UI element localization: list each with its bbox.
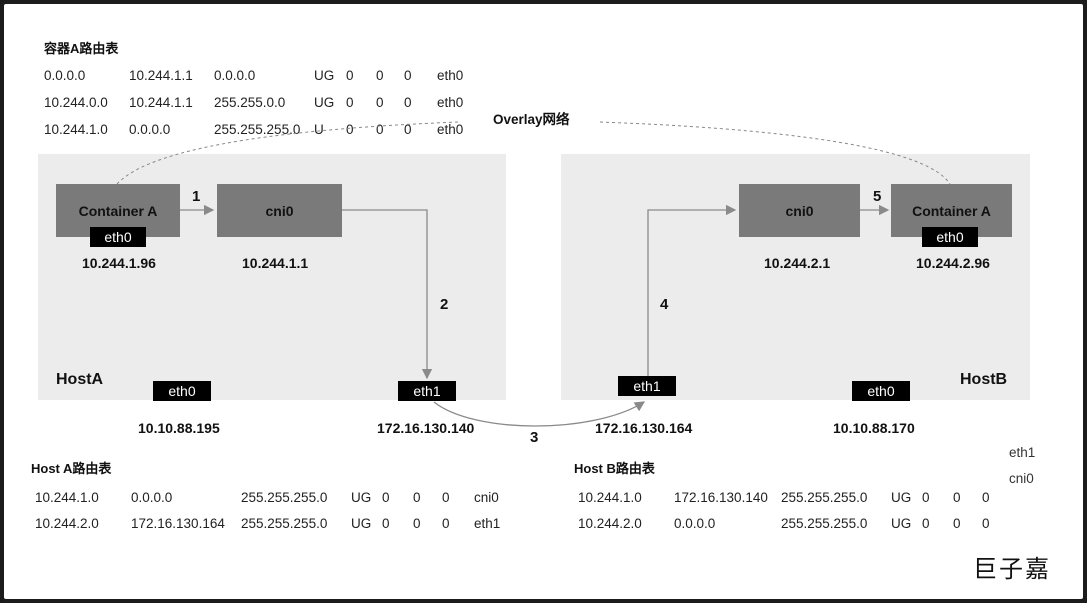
host-a-eth0-ip: 10.10.88.195	[138, 420, 220, 436]
container-route-table-cell: 0	[404, 122, 412, 137]
host-b-eth1: eth1	[618, 376, 676, 396]
host-a-container-eth0: eth0	[90, 227, 146, 247]
container-route-table-cell: eth0	[437, 68, 464, 83]
host-a-eth0: eth0	[153, 381, 211, 401]
container-route-table-cell: 10.244.1.1	[129, 95, 193, 110]
step-1-label: 1	[192, 188, 201, 205]
container-route-table-cell: eth0	[437, 95, 464, 110]
host-b-route-table-cell: 0	[953, 490, 961, 505]
container-route-table-cell: 0	[404, 68, 412, 83]
container-route-table-title: 容器A路由表	[44, 41, 119, 56]
host-a-route-table-cell: 10.244.1.0	[35, 490, 99, 505]
step-5-label: 5	[873, 188, 882, 205]
host-a-container-ip: 10.244.1.96	[82, 255, 156, 271]
container-route-table-cell: 0	[346, 95, 354, 110]
container-route-table-cell: 10.244.1.1	[129, 68, 193, 83]
host-a-name: HostA	[56, 371, 104, 388]
container-route-table-cell: 0.0.0.0	[214, 68, 256, 83]
host-b-route-table-title: Host B路由表	[574, 461, 655, 476]
host-a-route-table-cell: 0	[413, 490, 421, 505]
host-a-route-table-cell: 0.0.0.0	[131, 490, 173, 505]
host-a-route-table-title: Host A路由表	[31, 461, 112, 476]
host-b-side-label-cni0: cni0	[1009, 471, 1034, 486]
container-route-table-cell: 0.0.0.0	[44, 68, 86, 83]
host-b-route-table-cell: 255.255.255.0	[781, 490, 868, 505]
host-a-eth1-ip: 172.16.130.140	[377, 420, 475, 436]
step-3-label: 3	[530, 429, 539, 446]
host-a-route-table-cell: UG	[351, 490, 372, 505]
host-b-route-table-cell: 172.16.130.140	[674, 490, 768, 505]
host-b-eth0-ip: 10.10.88.170	[833, 420, 915, 436]
host-b-route-table-cell: 10.244.2.0	[578, 516, 642, 531]
overlay-network-label: Overlay网络	[493, 112, 570, 127]
host-b-route-table-cell: 0	[922, 516, 930, 531]
host-b-route-table-cell: 0	[922, 490, 930, 505]
container-route-table-cell: U	[314, 122, 324, 137]
container-route-table-cell: 0	[376, 95, 384, 110]
host-b-route-table-cell: 255.255.255.0	[781, 516, 868, 531]
host-b-route-table-cell: UG	[891, 490, 912, 505]
host-b-route-table-cell: 0.0.0.0	[674, 516, 716, 531]
host-a-cni0-ip: 10.244.1.1	[242, 255, 309, 271]
container-route-table-cell: 10.244.0.0	[44, 95, 108, 110]
container-route-table-cell: 0	[404, 95, 412, 110]
host-b-name: HostB	[960, 371, 1008, 388]
container-route-table-cell: 10.244.1.0	[44, 122, 108, 137]
host-b-cni0-ip: 10.244.2.1	[764, 255, 831, 271]
host-a-route-table-cell: 0	[442, 516, 450, 531]
host-b-eth0: eth0	[852, 381, 910, 401]
step-2-label: 2	[440, 296, 449, 313]
host-b-route-table-cell: 0	[953, 516, 961, 531]
host-a-route-table-cell: eth1	[474, 516, 501, 531]
container-route-table-cell: 255.255.0.0	[214, 95, 286, 110]
host-b-container-eth0: eth0	[922, 227, 978, 247]
host-b-route-table-cell: 10.244.1.0	[578, 490, 642, 505]
container-route-table-cell: eth0	[437, 122, 464, 137]
host-a-cni0: cni0	[217, 184, 342, 237]
container-route-table-cell: UG	[314, 95, 335, 110]
host-b-eth1-ip: 172.16.130.164	[595, 420, 693, 436]
container-route-table-cell: 0.0.0.0	[129, 122, 171, 137]
host-a-route-table-cell: 0	[442, 490, 450, 505]
host-a-route-table-cell: UG	[351, 516, 372, 531]
container-route-table-cell: 255.255.255.0	[214, 122, 301, 137]
container-route-table-cell: 0	[376, 68, 384, 83]
host-a-route-table-cell: 0	[382, 516, 390, 531]
container-route-table-cell: 0	[376, 122, 384, 137]
container-route-table-cell: 0	[346, 122, 354, 137]
arrow-step-2	[342, 209, 433, 380]
arrow-step-4	[647, 204, 737, 376]
host-b-side-label-eth1: eth1	[1009, 445, 1036, 460]
step-4-label: 4	[660, 296, 669, 313]
host-a-route-table-cell: 0	[382, 490, 390, 505]
host-a-eth1: eth1	[398, 381, 456, 401]
overlay-link-left	[116, 121, 460, 185]
host-b-route-table-cell: 0	[982, 490, 990, 505]
host-b-cni0: cni0	[739, 184, 860, 237]
overlay-link-right	[599, 121, 951, 185]
connection-lines	[116, 121, 951, 427]
host-b-container-ip: 10.244.2.96	[916, 255, 990, 271]
author-signature: 巨子嘉	[973, 555, 1051, 583]
arrow-step-3	[433, 401, 646, 427]
host-a-route-table-cell: 10.244.2.0	[35, 516, 99, 531]
host-b-route-table-cell: UG	[891, 516, 912, 531]
host-a-route-table-cell: 172.16.130.164	[131, 516, 225, 531]
host-a-route-table-cell: 255.255.255.0	[241, 516, 328, 531]
container-route-table-cell: UG	[314, 68, 335, 83]
host-a-route-table-cell: cni0	[474, 490, 499, 505]
host-b-route-table-cell: 0	[982, 516, 990, 531]
host-a-route-table-cell: 0	[413, 516, 421, 531]
host-a-route-table-cell: 255.255.255.0	[241, 490, 328, 505]
container-route-table-cell: 0	[346, 68, 354, 83]
